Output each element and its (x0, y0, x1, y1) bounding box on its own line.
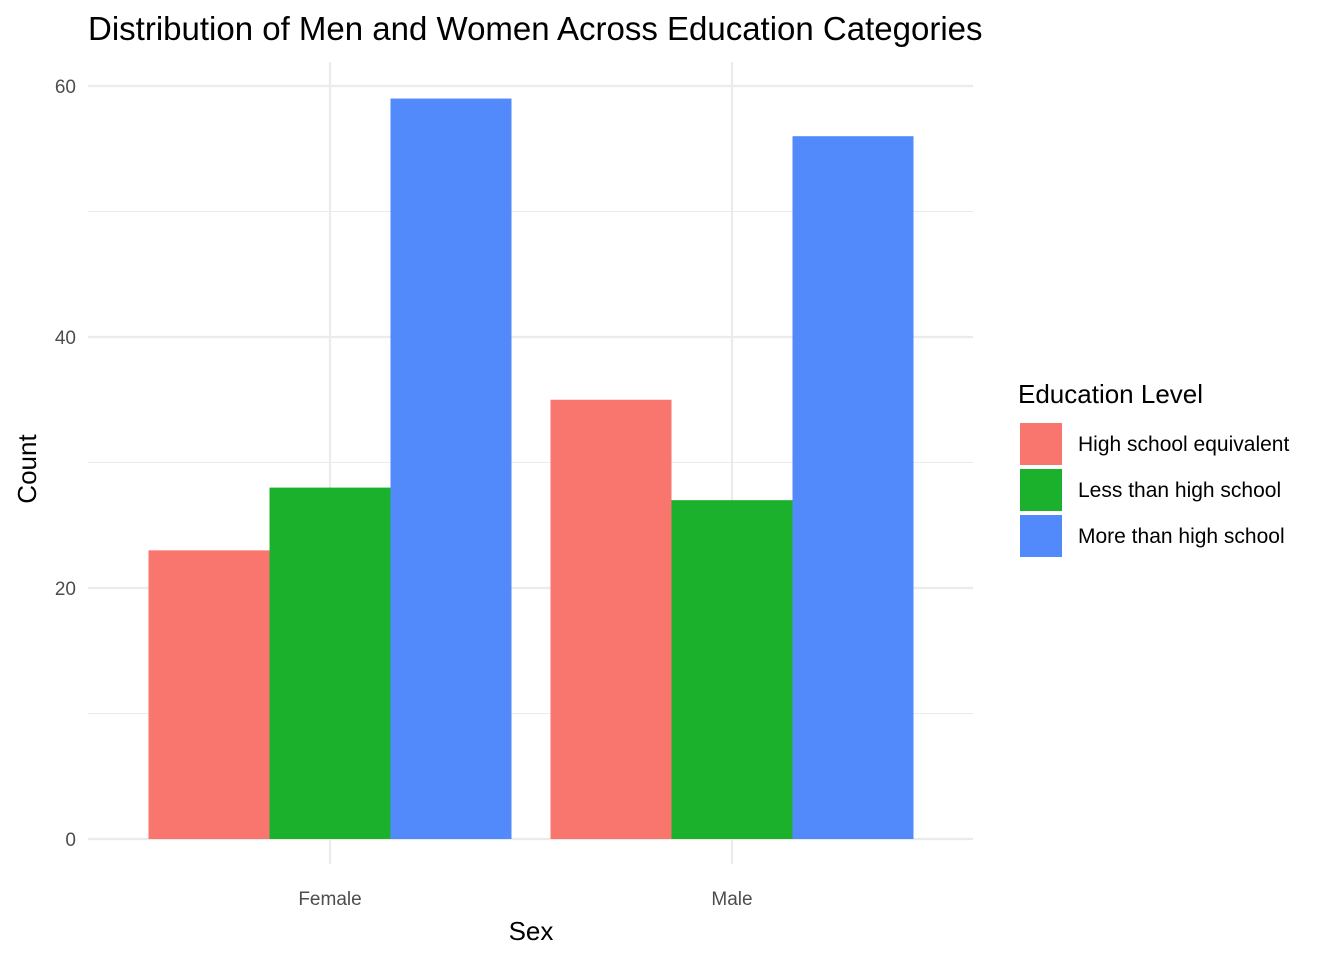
y-tick-label: 20 (55, 579, 76, 600)
legend-item: More than high school (1020, 515, 1285, 557)
x-axis-title: Sex (509, 916, 554, 946)
legend-label: High school equivalent (1078, 433, 1289, 456)
y-axis-ticks: 0 20 40 60 (55, 77, 76, 851)
bar (792, 136, 914, 839)
legend-key (1020, 515, 1062, 557)
legend: Education Level High school equivalent Le… (1018, 379, 1289, 557)
bar (269, 487, 391, 839)
bar (390, 98, 512, 840)
bar (671, 500, 793, 839)
x-tick-label: Female (298, 889, 361, 910)
plot-area: 0 20 40 60 Female Male (55, 62, 973, 910)
legend-key (1020, 469, 1062, 511)
legend-item: Less than high school (1020, 469, 1281, 511)
bar (148, 550, 270, 839)
y-axis-title: Count (12, 434, 42, 504)
bar (550, 399, 672, 839)
x-axis-ticks: Female Male (298, 889, 752, 910)
y-tick-label: 60 (55, 77, 76, 98)
bars (148, 98, 914, 840)
legend-title: Education Level (1018, 379, 1203, 409)
legend-label: Less than high school (1078, 479, 1281, 502)
y-tick-label: 40 (55, 328, 76, 349)
legend-item: High school equivalent (1020, 423, 1289, 465)
y-tick-label: 0 (65, 830, 76, 851)
legend-label: More than high school (1078, 525, 1285, 548)
chart-title: Distribution of Men and Women Across Edu… (88, 10, 983, 47)
legend-items: High school equivalent Less than high sch… (1020, 423, 1289, 557)
x-tick-label: Male (711, 889, 752, 910)
legend-key (1020, 423, 1062, 465)
